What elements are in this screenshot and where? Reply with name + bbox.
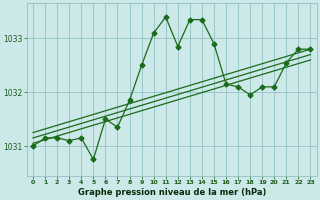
X-axis label: Graphe pression niveau de la mer (hPa): Graphe pression niveau de la mer (hPa) [77,188,266,197]
